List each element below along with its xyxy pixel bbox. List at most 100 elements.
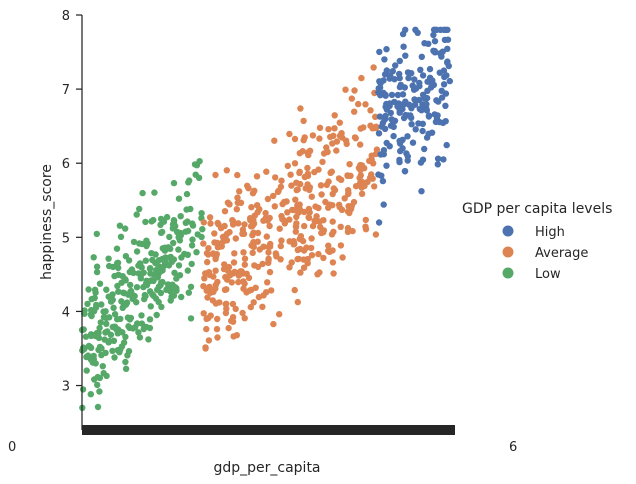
data-point-average bbox=[203, 315, 210, 322]
data-point-high bbox=[431, 49, 439, 56]
data-point-low bbox=[138, 320, 146, 327]
data-point-average bbox=[315, 166, 322, 173]
data-point-high bbox=[396, 83, 404, 91]
data-point-high bbox=[396, 57, 403, 65]
data-point-average bbox=[304, 164, 311, 172]
data-point-high bbox=[396, 74, 403, 82]
data-point-average bbox=[266, 222, 273, 230]
data-point-low bbox=[175, 234, 182, 241]
data-point-average bbox=[301, 173, 308, 181]
data-point-low bbox=[102, 329, 109, 336]
data-point-high bbox=[391, 76, 398, 83]
data-point-average bbox=[204, 258, 211, 266]
data-point-average bbox=[270, 320, 277, 328]
data-point-high bbox=[399, 30, 407, 38]
data-point-high bbox=[442, 102, 449, 110]
data-point-average bbox=[223, 276, 231, 283]
data-point-average bbox=[351, 87, 358, 94]
data-point-low bbox=[155, 298, 162, 306]
data-point-average bbox=[295, 255, 302, 263]
data-point-average bbox=[292, 228, 299, 235]
data-point-low bbox=[138, 312, 145, 319]
data-point-low bbox=[136, 205, 143, 213]
data-point-low bbox=[109, 291, 116, 298]
data-point-average bbox=[317, 182, 325, 189]
series-low bbox=[78, 158, 206, 411]
data-point-high bbox=[400, 43, 407, 50]
data-point-average bbox=[233, 206, 240, 213]
data-point-low bbox=[96, 280, 104, 287]
data-point-low bbox=[122, 358, 129, 366]
data-point-high bbox=[443, 72, 450, 79]
data-point-average bbox=[240, 278, 247, 285]
data-point-high bbox=[424, 87, 431, 95]
data-point-average bbox=[299, 237, 307, 245]
data-point-average bbox=[373, 123, 380, 130]
data-point-average bbox=[249, 190, 257, 197]
data-point-average bbox=[200, 310, 207, 317]
data-point-average bbox=[232, 235, 239, 242]
data-point-low bbox=[164, 281, 172, 288]
data-point-high bbox=[405, 74, 412, 82]
data-point-low bbox=[149, 291, 156, 298]
data-point-average bbox=[225, 263, 233, 271]
data-point-average bbox=[303, 244, 310, 251]
legend: GDP per capita levels High Average Low bbox=[462, 201, 612, 282]
data-point-low bbox=[171, 269, 178, 276]
data-point-average bbox=[325, 242, 332, 249]
data-point-average bbox=[315, 204, 322, 212]
data-point-high bbox=[418, 188, 425, 195]
data-point-average bbox=[288, 182, 295, 189]
data-point-low bbox=[172, 223, 179, 230]
data-point-average bbox=[345, 203, 352, 210]
data-point-average bbox=[362, 216, 369, 224]
data-point-average bbox=[297, 180, 304, 188]
data-point-average bbox=[206, 283, 213, 291]
data-point-low bbox=[185, 179, 192, 186]
data-point-low bbox=[127, 281, 134, 289]
data-point-average bbox=[264, 279, 271, 286]
data-point-average bbox=[314, 271, 321, 278]
data-point-average bbox=[272, 174, 279, 181]
data-point-average bbox=[276, 225, 283, 232]
data-point-average bbox=[319, 158, 326, 166]
data-point-low bbox=[177, 213, 184, 220]
data-point-high bbox=[379, 177, 387, 185]
data-point-low bbox=[120, 289, 127, 296]
data-point-average bbox=[351, 108, 358, 115]
data-point-average bbox=[362, 223, 369, 230]
data-point-average bbox=[210, 288, 217, 295]
data-point-average bbox=[200, 219, 207, 226]
data-point-low bbox=[81, 310, 88, 317]
data-point-high bbox=[383, 46, 390, 53]
data-point-high bbox=[423, 134, 431, 141]
data-point-average bbox=[265, 249, 272, 256]
data-point-low bbox=[160, 218, 168, 225]
data-point-low bbox=[188, 260, 195, 268]
data-point-low bbox=[87, 344, 95, 351]
y-tick-label: 5 bbox=[62, 231, 70, 246]
legend-label-average: Average bbox=[535, 246, 588, 261]
data-point-low bbox=[116, 222, 124, 229]
data-point-average bbox=[320, 254, 327, 262]
data-point-average bbox=[221, 208, 229, 215]
data-point-average bbox=[223, 286, 230, 293]
data-point-low bbox=[92, 360, 99, 367]
y-tick-label: 3 bbox=[62, 380, 70, 395]
data-point-low bbox=[93, 329, 101, 337]
data-point-high bbox=[423, 107, 431, 114]
data-point-low bbox=[132, 324, 139, 331]
data-point-high bbox=[411, 96, 418, 103]
data-point-high bbox=[377, 151, 384, 158]
data-point-average bbox=[297, 269, 304, 276]
data-point-high bbox=[399, 91, 407, 98]
data-point-high bbox=[437, 26, 444, 33]
data-point-average bbox=[239, 309, 246, 317]
data-point-high bbox=[404, 133, 411, 140]
data-point-average bbox=[300, 137, 307, 144]
data-point-average bbox=[205, 245, 212, 252]
data-point-high bbox=[375, 219, 383, 226]
data-point-high bbox=[444, 45, 451, 52]
data-point-high bbox=[386, 102, 393, 110]
